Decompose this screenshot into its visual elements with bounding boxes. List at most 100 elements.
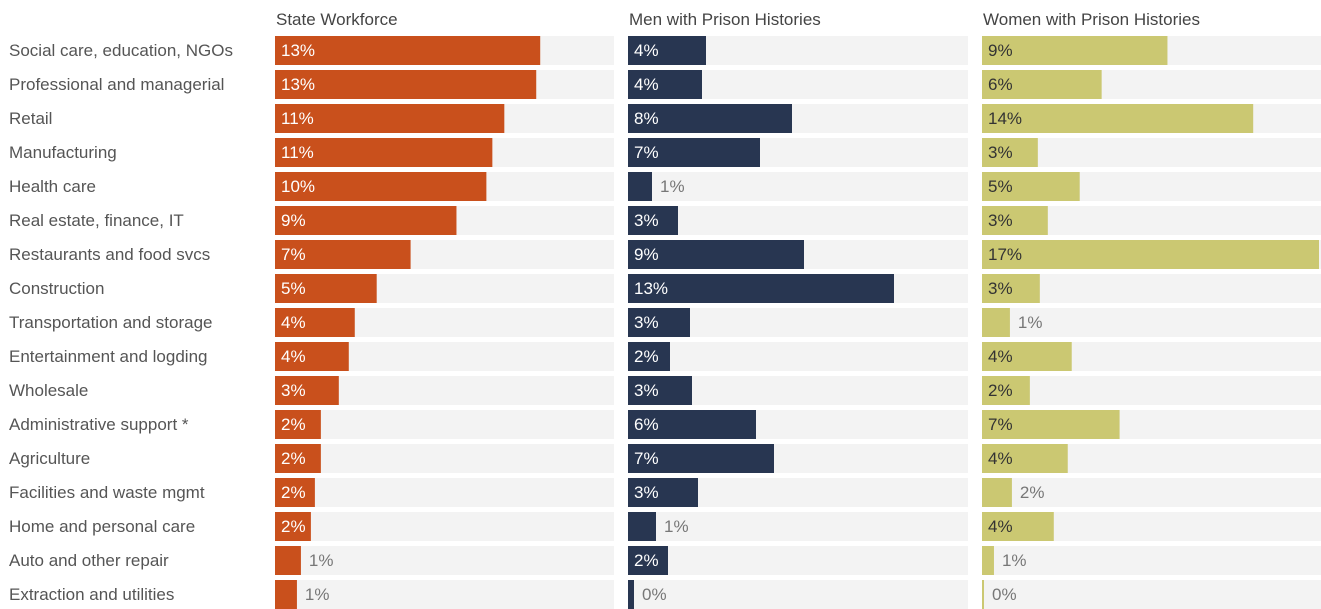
bar-track [275, 546, 614, 575]
bar [275, 342, 349, 371]
bar [982, 512, 1054, 541]
bar-value-label: 4% [988, 449, 1013, 468]
bar-value-label: 4% [281, 347, 306, 366]
bar-value-label: 7% [988, 415, 1013, 434]
bar-value-label: 13% [281, 75, 315, 94]
bar [982, 36, 1168, 65]
bar-track [628, 580, 968, 609]
bar-value-label: 2% [281, 517, 306, 536]
bar-value-label: 6% [634, 415, 659, 434]
row-label: Social care, education, NGOs [9, 41, 233, 60]
bar-value-label: 0% [642, 585, 667, 604]
bar [628, 342, 670, 371]
row-label: Auto and other repair [9, 551, 169, 570]
bar [628, 274, 894, 303]
bar [982, 240, 1320, 269]
bar [275, 172, 487, 201]
bar [982, 138, 1038, 167]
bar [275, 274, 377, 303]
bar-value-label: 1% [664, 517, 689, 536]
bar [275, 478, 315, 507]
row-label: Construction [9, 279, 104, 298]
bar-value-label: 2% [281, 483, 306, 502]
bar [982, 342, 1072, 371]
bar-track [982, 546, 1321, 575]
bar-value-label: 3% [988, 143, 1013, 162]
bar-value-label: 17% [988, 245, 1022, 264]
bar [628, 376, 692, 405]
bar-value-label: 13% [634, 279, 668, 298]
row-label: Real estate, finance, IT [9, 211, 184, 230]
bar-value-label: 3% [634, 313, 659, 332]
bar-value-label: 7% [634, 143, 659, 162]
bar-track [982, 580, 1321, 609]
bar-track [982, 308, 1321, 337]
bar-value-label: 4% [988, 517, 1013, 536]
bar-track [628, 546, 968, 575]
bar [628, 546, 668, 575]
bar-track [628, 512, 968, 541]
bar [275, 444, 321, 473]
bar [275, 376, 339, 405]
bar [982, 376, 1030, 405]
bar-value-label: 9% [634, 245, 659, 264]
panel-title: Men with Prison Histories [629, 10, 821, 29]
bar-track [982, 138, 1321, 167]
bar-value-label: 3% [988, 279, 1013, 298]
bar-value-label: 2% [281, 415, 306, 434]
bar [275, 138, 493, 167]
bar [982, 444, 1068, 473]
bar-value-label: 3% [988, 211, 1013, 230]
bar-value-label: 11% [281, 109, 314, 128]
bar [275, 512, 311, 541]
bar-value-label: 9% [988, 41, 1013, 60]
bar-value-label: 7% [281, 245, 306, 264]
bar [628, 36, 706, 65]
bar-value-label: 11% [281, 143, 314, 162]
bar-value-label: 0% [992, 585, 1017, 604]
bar-value-label: 2% [281, 449, 306, 468]
bar [982, 70, 1102, 99]
bar-value-label: 5% [281, 279, 306, 298]
bar-track [628, 206, 968, 235]
bar [628, 138, 760, 167]
bar-track [982, 376, 1321, 405]
row-label: Administrative support * [9, 415, 189, 434]
bar-value-label: 6% [988, 75, 1013, 94]
bar [275, 308, 355, 337]
bar [982, 410, 1120, 439]
bar-value-label: 4% [988, 347, 1013, 366]
bar-value-label: 1% [1002, 551, 1027, 570]
bar-track [275, 478, 614, 507]
bar [275, 36, 541, 65]
bar [982, 478, 1012, 507]
bar [982, 580, 984, 609]
row-label: Restaurants and food svcs [9, 245, 210, 264]
bar [628, 70, 702, 99]
bar [628, 104, 792, 133]
bar-track [275, 512, 614, 541]
bar [628, 240, 804, 269]
bar-value-label: 13% [281, 41, 315, 60]
bar-value-label: 5% [988, 177, 1013, 196]
row-label: Extraction and utilities [9, 585, 174, 604]
bar [628, 172, 652, 201]
bar-track [275, 444, 614, 473]
bar-value-label: 3% [634, 211, 659, 230]
bar-value-label: 3% [634, 483, 659, 502]
bar-value-label: 10% [281, 177, 315, 196]
bar [275, 410, 321, 439]
bar-value-label: 1% [1018, 313, 1043, 332]
bar [628, 580, 634, 609]
panel-title: Women with Prison Histories [983, 10, 1200, 29]
row-label: Entertainment and logding [9, 347, 207, 366]
bar-value-label: 1% [660, 177, 685, 196]
bar-value-label: 1% [305, 585, 330, 604]
bar-value-label: 2% [988, 381, 1013, 400]
row-label: Retail [9, 109, 52, 128]
bar-value-label: 4% [634, 41, 659, 60]
bar [275, 206, 457, 235]
bar [275, 240, 411, 269]
bar [982, 274, 1040, 303]
